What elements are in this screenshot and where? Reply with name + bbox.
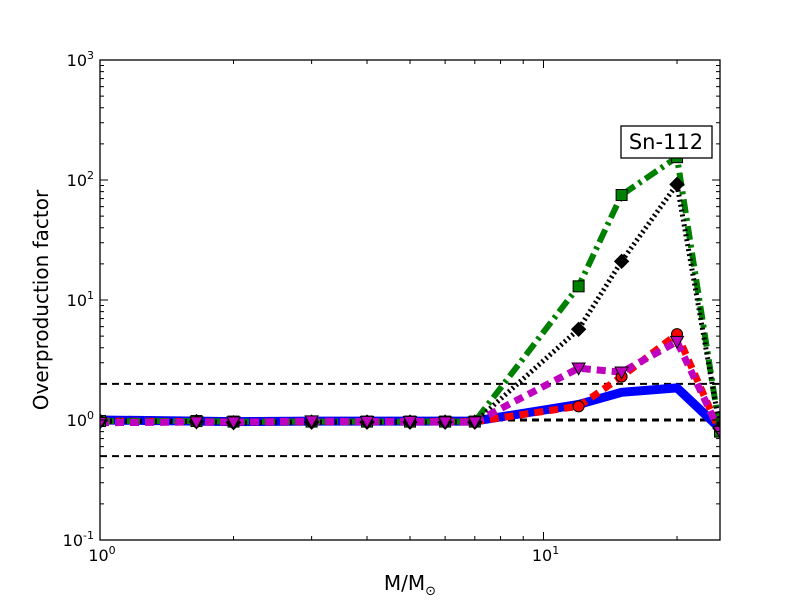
series-3-point-10 <box>669 176 685 193</box>
y-tick-label-2-base: 10 <box>67 171 87 190</box>
y-tick-label--1-base: 10 <box>63 531 83 550</box>
y-tick-label--1: 10-1 <box>63 529 94 550</box>
series-1-point-8 <box>572 400 585 413</box>
y-tick-label-1-exp: 1 <box>87 289 94 302</box>
x-axis-label-main: M/M <box>384 571 425 595</box>
x-tick-label-1: 101 <box>532 544 559 565</box>
x-tick-label-1-exp: 1 <box>552 544 559 557</box>
y-tick-label-0-exp: 0 <box>87 409 94 422</box>
annotation-box: Sn-112 <box>620 125 713 159</box>
series-4-point-5 <box>402 415 418 430</box>
tick-layer <box>99 59 720 541</box>
reference-lines <box>100 382 720 458</box>
series-4-point-6 <box>437 416 453 430</box>
series-3-point-8 <box>570 321 587 338</box>
series-4-point-10 <box>669 335 685 350</box>
y-tick-label-0-base: 10 <box>67 411 87 430</box>
y-tick-label-2: 102 <box>67 169 94 190</box>
y-tick-label-1: 101 <box>67 289 94 310</box>
series-4-point-7 <box>467 416 483 430</box>
series-4-point-3 <box>304 415 319 429</box>
y-tick-label-3: 103 <box>67 49 94 70</box>
y-tick-label--1-exp: -1 <box>83 529 94 542</box>
series-4-point-9 <box>614 366 629 380</box>
series-3-point-9 <box>613 253 630 270</box>
y-tick-label-3-base: 10 <box>67 51 87 70</box>
y-tick-label-0: 100 <box>67 409 94 430</box>
series-2-point-8 <box>572 280 585 293</box>
x-tick-label-0-exp: 0 <box>109 544 116 557</box>
marker-layer <box>100 151 720 440</box>
series-4-point-4 <box>359 415 375 430</box>
x-tick-label-0-base: 10 <box>88 546 108 565</box>
annotation-frame <box>620 125 713 159</box>
series-4-point-2 <box>226 416 241 430</box>
annotation-text: Sn-112 <box>629 130 703 154</box>
y-tick-label-1-base: 10 <box>67 291 87 310</box>
x-tick-label-1-base: 10 <box>532 546 552 565</box>
series-4-point-8 <box>571 362 586 376</box>
y-axis-label: Overproduction factor <box>29 189 53 410</box>
series-4-point-11 <box>712 425 720 440</box>
x-axis-label-sub: ⊙ <box>425 584 436 599</box>
x-axis-label: M/M⊙ <box>384 571 436 599</box>
series-2-point-9 <box>615 188 628 201</box>
series-line-3 <box>100 181 720 429</box>
x-tick-label-0: 100 <box>88 544 115 565</box>
series-4-point-1 <box>189 416 204 430</box>
y-tick-label-3-exp: 3 <box>87 49 94 62</box>
y-tick-label-2-exp: 2 <box>87 169 94 182</box>
